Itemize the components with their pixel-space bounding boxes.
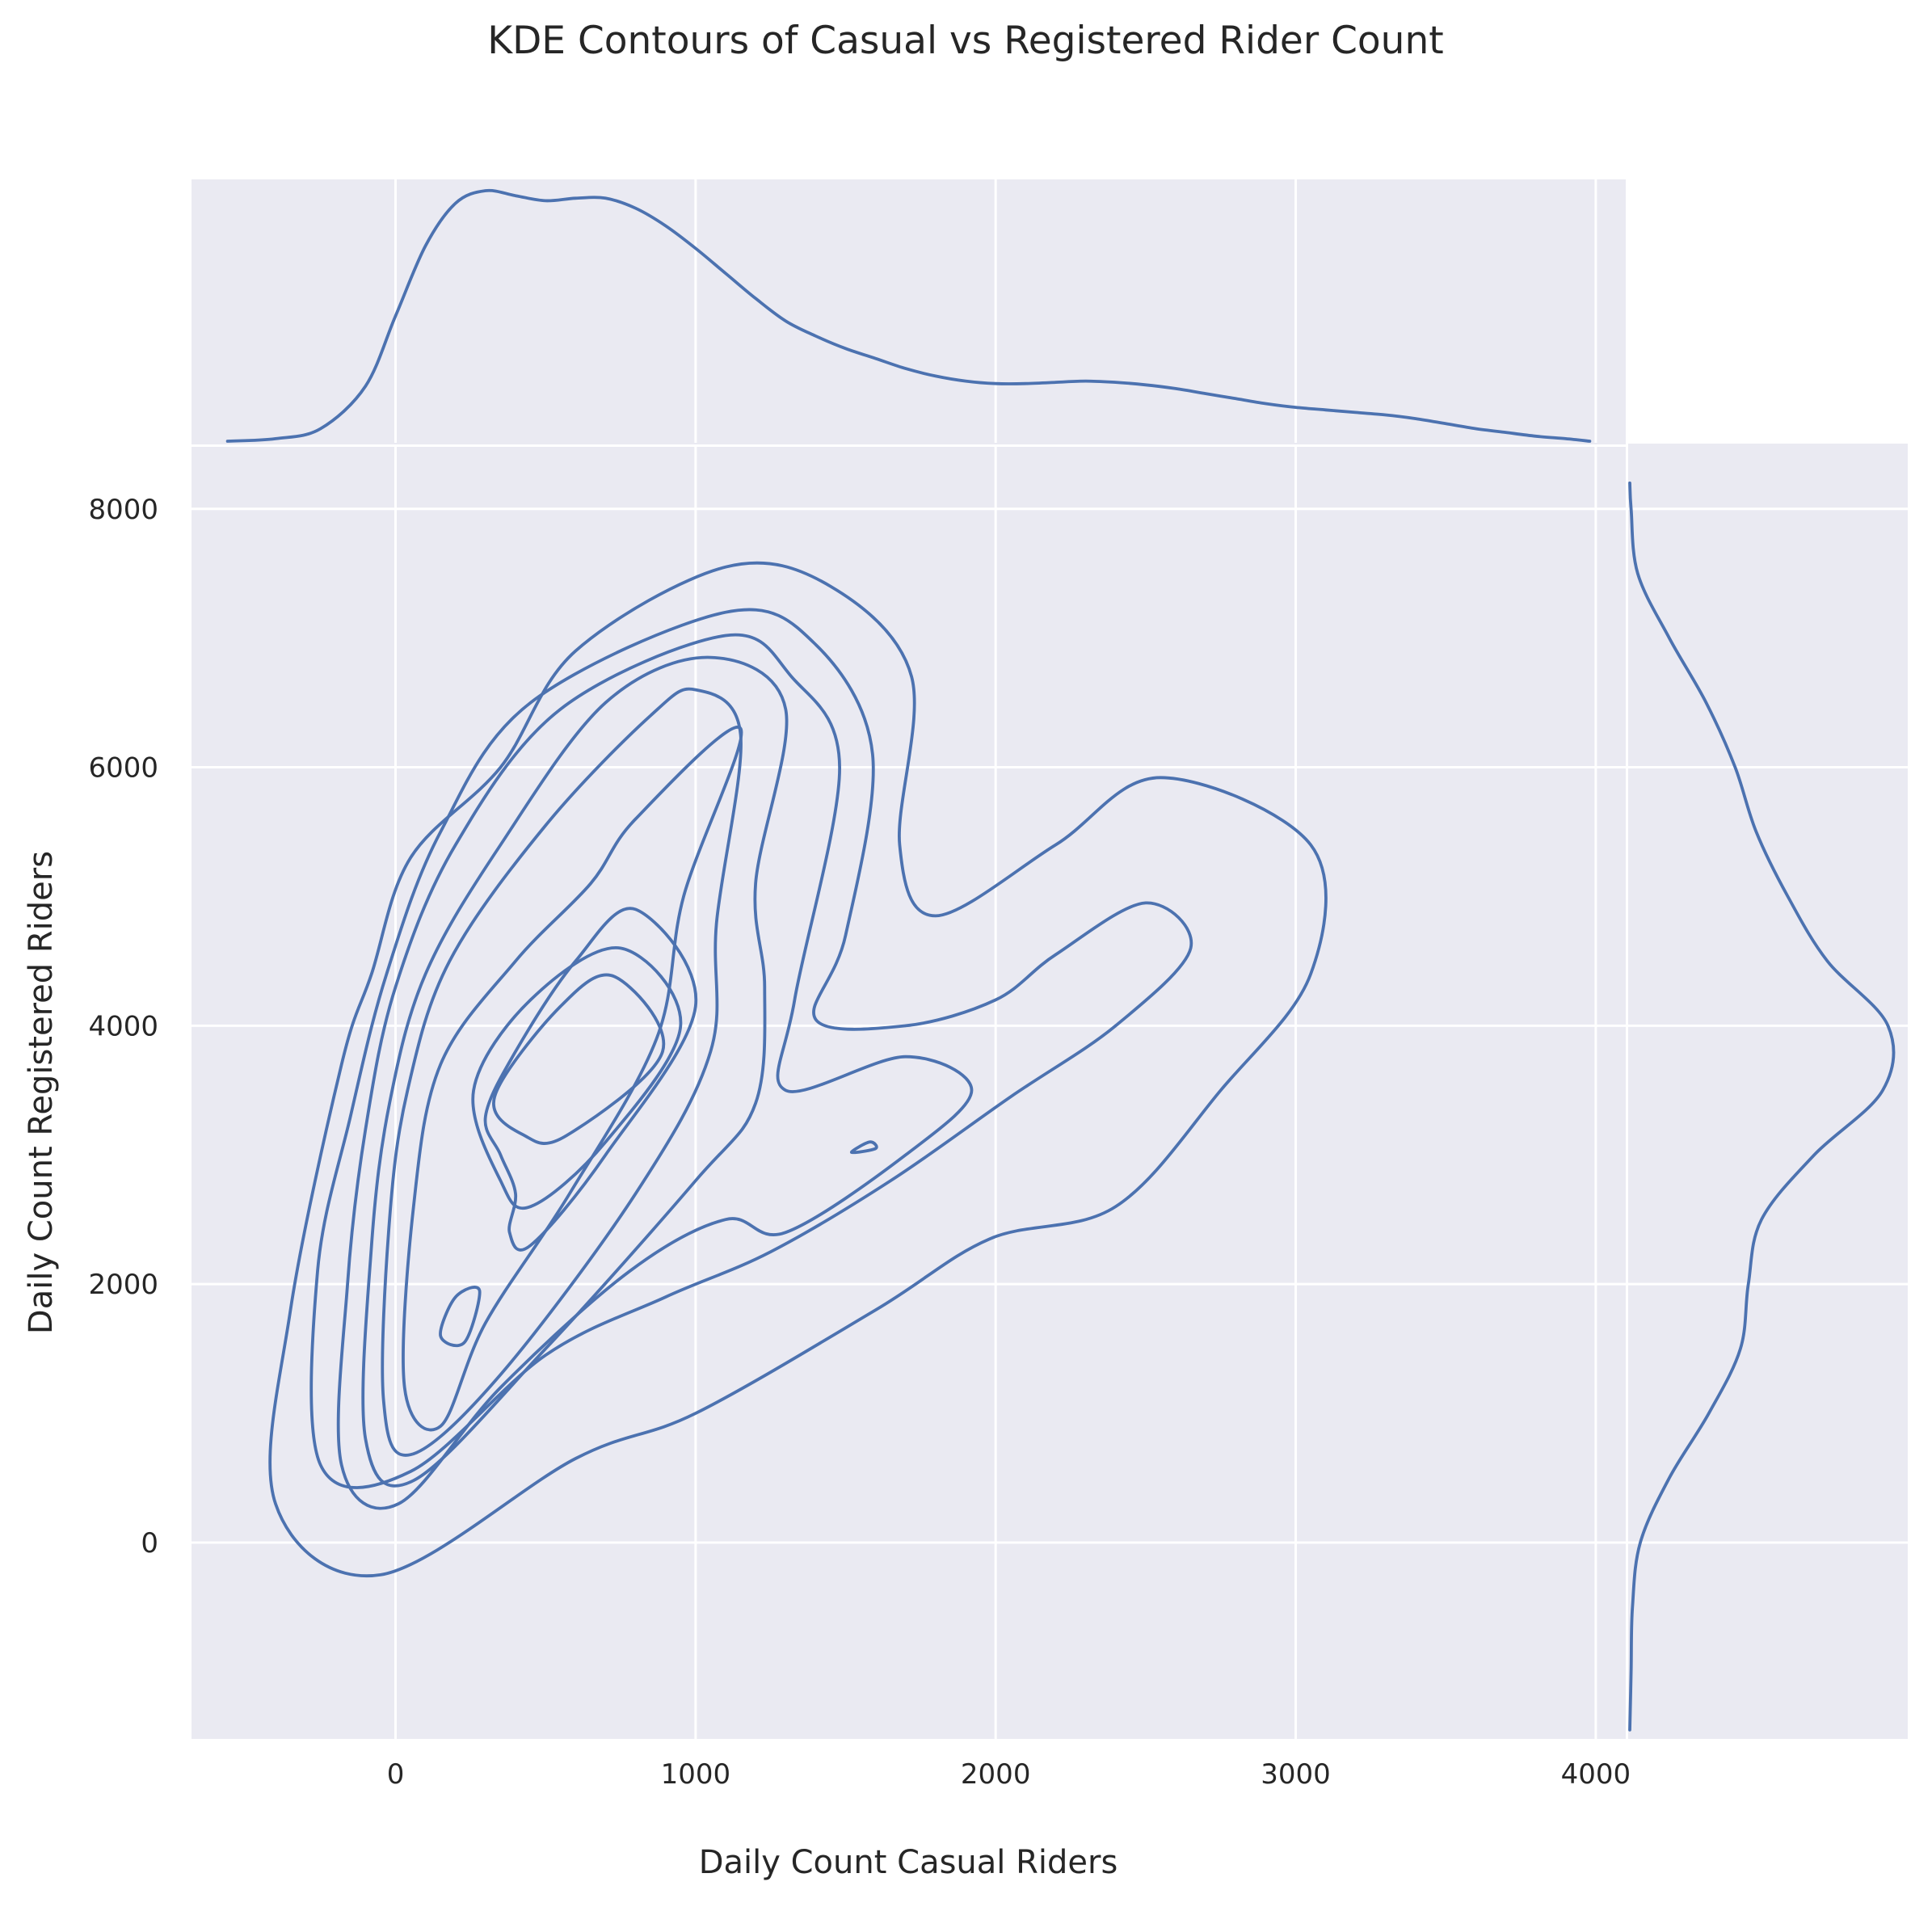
chart-title: KDE Contours of Casual vs Registered Rid…: [487, 19, 1443, 63]
marginal-density-curves: [225, 188, 1896, 1732]
y-tick-label: 4000: [88, 1010, 158, 1042]
x-tick-label: 0: [387, 1758, 405, 1791]
kde-contour-level-11: [849, 1140, 878, 1155]
kde-contour-level-10: [439, 1286, 482, 1348]
kde-contour-level-9: [492, 973, 666, 1145]
x-tick-label: 3000: [1261, 1758, 1331, 1791]
y-tick-label: 6000: [88, 752, 158, 785]
x-tick-label: 4000: [1561, 1758, 1631, 1791]
x-tick-label: 1000: [661, 1758, 731, 1791]
kde-contour-level-6: [402, 725, 743, 1432]
kde-contour-level-3: [336, 633, 974, 1510]
x-tick-label: 2000: [961, 1758, 1031, 1791]
kde-contours: [268, 561, 1328, 1578]
y-tick-label: 2000: [88, 1269, 158, 1301]
kde-contour-level-7: [483, 907, 698, 1252]
top-marginal-panel: [192, 179, 1626, 444]
registered-density-curve: [1628, 481, 1896, 1732]
kde-contour-level-8: [471, 946, 683, 1210]
kde-contour-level-4: [361, 655, 789, 1488]
right-marginal-panel: [1628, 444, 1908, 1739]
y-tick-label: 8000: [88, 494, 158, 526]
kde-contour-level-2: [309, 608, 1193, 1489]
casual-density-curve: [225, 188, 1592, 443]
kde-contour-level-5: [381, 687, 743, 1457]
y-tick-label: 0: [141, 1527, 158, 1560]
x-axis-label: Daily Count Casual Riders: [699, 1844, 1118, 1881]
kde-contour-level-1: [268, 561, 1328, 1578]
gridlines: [192, 179, 1908, 1739]
y-axis-label: Daily Count Registered Riders: [23, 851, 60, 1334]
tick-labels: 0 1000 2000 3000 4000 0 2000 4000 6000 8000: [88, 494, 1631, 1791]
